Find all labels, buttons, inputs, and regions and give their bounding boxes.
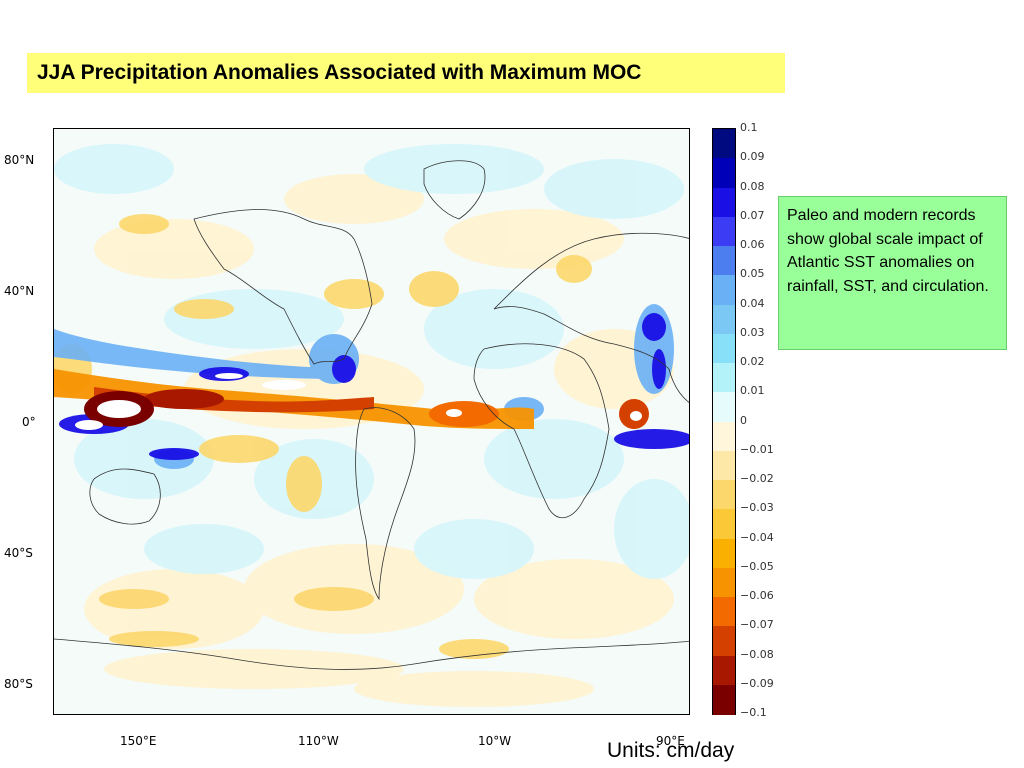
colorbar-segment bbox=[713, 158, 735, 188]
colorbar bbox=[712, 128, 736, 715]
colorbar-label: 0.05 bbox=[740, 267, 765, 281]
colorbar-label: 0.03 bbox=[740, 325, 765, 339]
colorbar-segment bbox=[713, 480, 735, 510]
strong-wet-anomalies bbox=[59, 313, 689, 460]
colorbar-segment bbox=[713, 246, 735, 276]
colorbar-segment bbox=[713, 392, 735, 422]
colorbar-segment bbox=[713, 626, 735, 656]
note-box: Paleo and modern records show global sca… bbox=[778, 196, 1007, 350]
colorbar-label: 0.04 bbox=[740, 296, 765, 310]
colorbar-segment bbox=[713, 684, 735, 715]
lon-label: 90°E bbox=[656, 734, 685, 748]
colorbar-label: −0.08 bbox=[740, 647, 774, 661]
lat-label: 80°N bbox=[4, 153, 35, 167]
colorbar-segment bbox=[713, 538, 735, 569]
colorbar-segment bbox=[713, 509, 735, 539]
coastlines bbox=[54, 160, 689, 670]
colorbar-label: 0 bbox=[740, 413, 747, 427]
colorbar-label: 0.06 bbox=[740, 238, 765, 251]
colorbar-label: −0.06 bbox=[740, 589, 774, 602]
colorbar-label: −0.1 bbox=[740, 706, 767, 719]
colorbar-segment bbox=[713, 216, 735, 247]
colorbar-segment bbox=[713, 421, 735, 452]
colorbar-segment bbox=[713, 275, 735, 305]
colorbar-segment bbox=[713, 187, 735, 218]
colorbar-segment bbox=[713, 450, 735, 481]
units-label: Units: cm/day bbox=[607, 739, 735, 762]
colorbar-label: 0.1 bbox=[740, 121, 758, 134]
colorbar-segment bbox=[713, 597, 735, 627]
itcz-dry-band bbox=[54, 369, 649, 429]
colorbar-label: −0.05 bbox=[740, 559, 774, 573]
map-frame bbox=[53, 128, 690, 715]
colorbar-label: 0.02 bbox=[740, 355, 765, 368]
colorbar-label: 0.01 bbox=[740, 384, 765, 398]
lat-label: 80°S bbox=[4, 677, 33, 691]
lat-label: 40°S bbox=[4, 546, 33, 560]
lat-label: 0° bbox=[22, 415, 36, 429]
note-text: Paleo and modern records show global sca… bbox=[787, 207, 989, 295]
title-box: JJA Precipitation Anomalies Associated w… bbox=[27, 53, 785, 93]
precipitation-anomaly-map bbox=[54, 129, 689, 714]
weak-wet-anomalies bbox=[54, 144, 689, 579]
colorbar-label: −0.01 bbox=[740, 442, 774, 456]
lon-label: 150°E bbox=[120, 734, 157, 748]
chart-title: JJA Precipitation Anomalies Associated w… bbox=[37, 61, 642, 84]
colorbar-segment bbox=[713, 333, 735, 364]
colorbar-label: −0.04 bbox=[740, 530, 774, 544]
lat-label: 40°N bbox=[4, 284, 35, 298]
colorbar-label: 0.07 bbox=[740, 208, 765, 222]
colorbar-segment bbox=[713, 363, 735, 393]
colorbar-label: 0.08 bbox=[740, 179, 765, 193]
colorbar-segment bbox=[713, 304, 735, 335]
lon-label: 10°W bbox=[478, 734, 512, 748]
colorbar-label: −0.02 bbox=[740, 472, 774, 485]
colorbar-label: −0.09 bbox=[740, 676, 774, 690]
colorbar-label: 0.09 bbox=[740, 150, 765, 164]
colorbar-label: −0.07 bbox=[740, 618, 774, 632]
colorbar-segment bbox=[713, 567, 735, 598]
colorbar-segment bbox=[713, 655, 735, 686]
lon-label: 110°W bbox=[298, 734, 339, 748]
colorbar-segment bbox=[713, 129, 735, 159]
saturated-centers bbox=[75, 373, 642, 430]
colorbar-label: −0.03 bbox=[740, 501, 774, 515]
